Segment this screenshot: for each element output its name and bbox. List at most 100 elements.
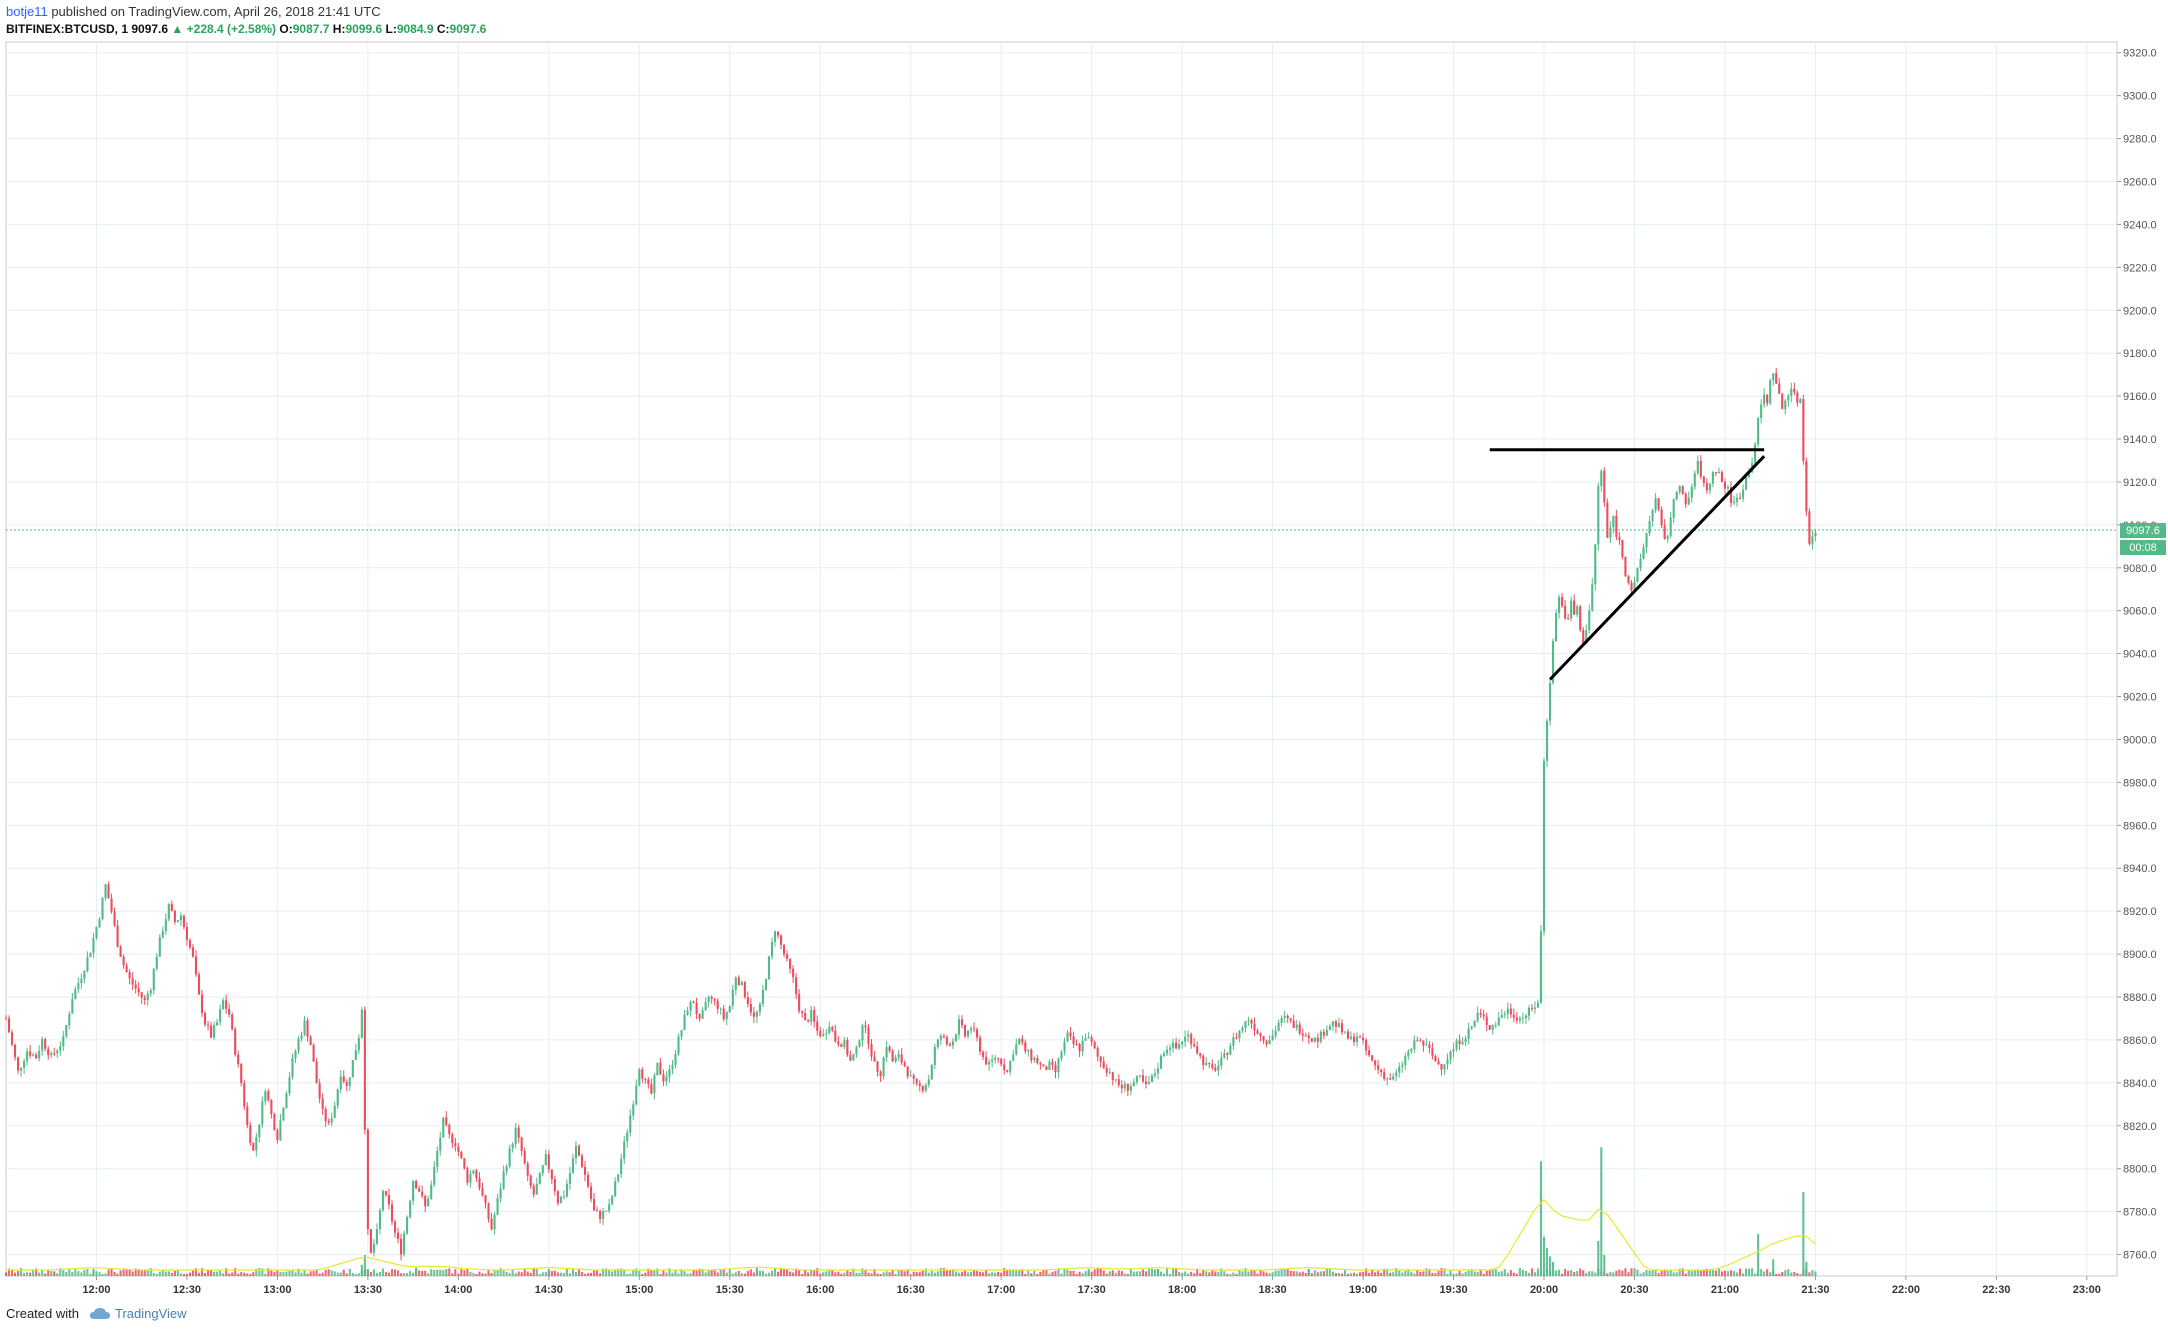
volume-bar: [1799, 1273, 1802, 1276]
candle-body: [1558, 597, 1561, 614]
candle-body: [279, 1120, 282, 1141]
volume-bar: [1500, 1271, 1503, 1276]
candle-body: [939, 1036, 942, 1040]
candle-body: [930, 1064, 933, 1080]
candle-body: [86, 957, 89, 972]
volume-bar: [273, 1272, 276, 1276]
candles[interactable]: [4, 367, 2117, 1261]
candle-body: [1304, 1035, 1307, 1037]
candle-body: [948, 1044, 951, 1046]
candle-body: [1621, 540, 1624, 557]
candle-body: [1482, 1014, 1485, 1017]
volume-bar: [740, 1273, 743, 1276]
candle-body: [1494, 1025, 1497, 1027]
tradingview-link[interactable]: TradingView: [114, 1306, 187, 1321]
candle-body: [1552, 641, 1555, 683]
volume-bar: [1265, 1272, 1268, 1276]
volume-bar: [1790, 1272, 1793, 1276]
candle-body: [1615, 515, 1618, 537]
volume-bar: [1165, 1268, 1169, 1276]
volume-bar: [1343, 1269, 1347, 1276]
candle-body: [396, 1232, 400, 1239]
volume-bar: [390, 1269, 394, 1276]
candle-body: [1051, 1061, 1054, 1065]
candle-body: [1178, 1044, 1181, 1049]
volume-bar: [1398, 1270, 1401, 1276]
candle-body: [1651, 510, 1654, 521]
candle-body: [451, 1134, 454, 1144]
volume-bar: [888, 1272, 891, 1276]
candle-body: [816, 1021, 819, 1031]
volume-bar: [478, 1271, 481, 1276]
volume-bar: [1579, 1268, 1582, 1276]
volume-bar: [436, 1269, 439, 1276]
candle-body: [1096, 1048, 1099, 1057]
volume-bar: [194, 1268, 198, 1276]
candle-body: [1337, 1023, 1341, 1027]
candle-body: [550, 1169, 553, 1180]
volume-bar: [140, 1270, 143, 1276]
y-tick-label: 9220.0: [2123, 262, 2157, 274]
volume-bar: [514, 1273, 517, 1276]
candle-body: [1120, 1085, 1123, 1089]
volume-bar: [638, 1270, 641, 1276]
candle-body: [894, 1057, 897, 1062]
volume-bar: [1144, 1271, 1147, 1276]
candle-body: [345, 1081, 348, 1086]
candle-body: [59, 1046, 62, 1051]
volume-bar: [942, 1268, 945, 1276]
candle-body: [125, 965, 128, 973]
time-axis[interactable]: 12:00 12:30 13:00 13:30 14:00 14:30 15:00 15:30…: [82, 1276, 2101, 1296]
candle-body: [1313, 1037, 1316, 1042]
volume-bar: [614, 1269, 617, 1276]
candle-body: [303, 1020, 306, 1035]
volume-bar: [1169, 1273, 1172, 1276]
candle-body: [731, 989, 734, 1006]
candle-body: [1473, 1020, 1476, 1027]
candle-body: [1657, 498, 1660, 510]
candle-body: [773, 931, 777, 942]
candle-body: [786, 954, 789, 959]
candle-body: [813, 1010, 816, 1022]
volume-bar: [421, 1270, 424, 1276]
candle-body: [867, 1027, 870, 1044]
candle-body: [472, 1170, 475, 1174]
candle-body: [713, 998, 716, 1001]
price-chart[interactable]: 8760.0 8780.0 8800.0 8820.0 8840.0 8860.0 8880…: [0, 0, 2168, 1300]
candle-body: [315, 1061, 318, 1084]
volume-bar: [577, 1268, 581, 1276]
candle-body: [1325, 1029, 1328, 1036]
candle-body: [903, 1062, 906, 1067]
volume-bar: [1422, 1271, 1425, 1276]
author-link[interactable]: botje11: [6, 4, 48, 19]
volume-bar: [1443, 1268, 1446, 1276]
volume-bar: [29, 1272, 32, 1276]
candle-body: [864, 1025, 867, 1028]
candle-body: [674, 1053, 677, 1065]
x-tick-label: 13:30: [354, 1284, 382, 1296]
candle-body: [71, 999, 74, 1014]
candle-body: [855, 1046, 858, 1055]
candle-body: [1181, 1041, 1184, 1045]
volume-bar: [406, 1273, 409, 1276]
candle-body: [1769, 380, 1772, 404]
trend-drawings[interactable]: [1489, 448, 1766, 681]
candle-body: [1135, 1076, 1138, 1083]
candle-body: [876, 1061, 879, 1072]
price-axis[interactable]: 8760.0 8780.0 8800.0 8820.0 8840.0 8860.0 8880…: [2117, 48, 2157, 1262]
volume-bar: [1135, 1271, 1138, 1276]
candle-body: [351, 1060, 354, 1078]
volume-bar: [300, 1272, 303, 1276]
candle-body: [222, 1000, 225, 1010]
volume-bar: [294, 1272, 297, 1276]
candle-body: [1696, 460, 1699, 474]
volume-bar: [1675, 1272, 1678, 1276]
candle-body: [1669, 517, 1672, 537]
volume-bar: [620, 1268, 623, 1276]
volume-bar: [617, 1268, 620, 1276]
volume-bar: [828, 1269, 831, 1276]
volume-bar: [1558, 1269, 1561, 1276]
candle-body: [927, 1079, 930, 1085]
candle-body: [1024, 1042, 1027, 1052]
candle-body: [517, 1127, 520, 1138]
